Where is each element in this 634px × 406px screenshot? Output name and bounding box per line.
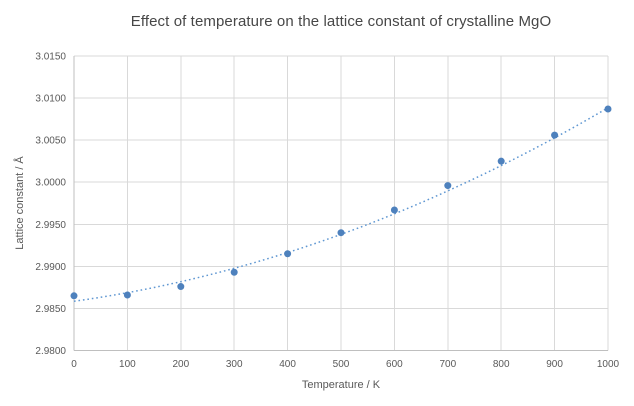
x-tick-label: 500 bbox=[333, 359, 350, 370]
data-point-marker bbox=[177, 283, 185, 291]
data-point-marker bbox=[444, 182, 452, 190]
y-axis-title: Lattice constant / Å bbox=[14, 156, 26, 250]
y-tick-label: 3.0100 bbox=[35, 94, 66, 105]
data-point-marker bbox=[497, 157, 505, 165]
y-tick-label: 2.9800 bbox=[35, 346, 66, 357]
y-tick-label: 3.0000 bbox=[35, 178, 66, 189]
y-tick-label: 2.9950 bbox=[35, 220, 66, 231]
x-tick-label: 200 bbox=[172, 359, 189, 370]
data-point-marker bbox=[123, 291, 131, 299]
y-tick-label: 3.0050 bbox=[35, 136, 66, 147]
x-axis-title: Temperature / K bbox=[301, 379, 381, 391]
data-point-marker bbox=[284, 250, 292, 258]
data-point-marker bbox=[70, 292, 78, 300]
data-point-marker bbox=[337, 229, 345, 237]
data-point-marker bbox=[604, 105, 612, 113]
x-tick-label: 300 bbox=[226, 359, 243, 370]
chart-title: Effect of temperature on the lattice con… bbox=[130, 13, 552, 30]
y-tick-label: 2.9900 bbox=[35, 262, 66, 273]
x-tick-label: 100 bbox=[119, 359, 136, 370]
y-tick-label: 2.9850 bbox=[35, 304, 66, 315]
data-point-marker bbox=[390, 206, 398, 214]
data-point-marker bbox=[551, 131, 559, 139]
y-tick-label: 3.0150 bbox=[35, 52, 66, 63]
x-tick-label: 400 bbox=[279, 359, 296, 370]
x-tick-label: 700 bbox=[439, 359, 456, 370]
x-tick-label: 0 bbox=[71, 359, 77, 370]
x-tick-label: 1000 bbox=[597, 359, 620, 370]
data-point-marker bbox=[230, 268, 238, 276]
x-tick-label: 800 bbox=[493, 359, 510, 370]
x-tick-label: 600 bbox=[386, 359, 403, 370]
x-tick-label: 900 bbox=[546, 359, 563, 370]
